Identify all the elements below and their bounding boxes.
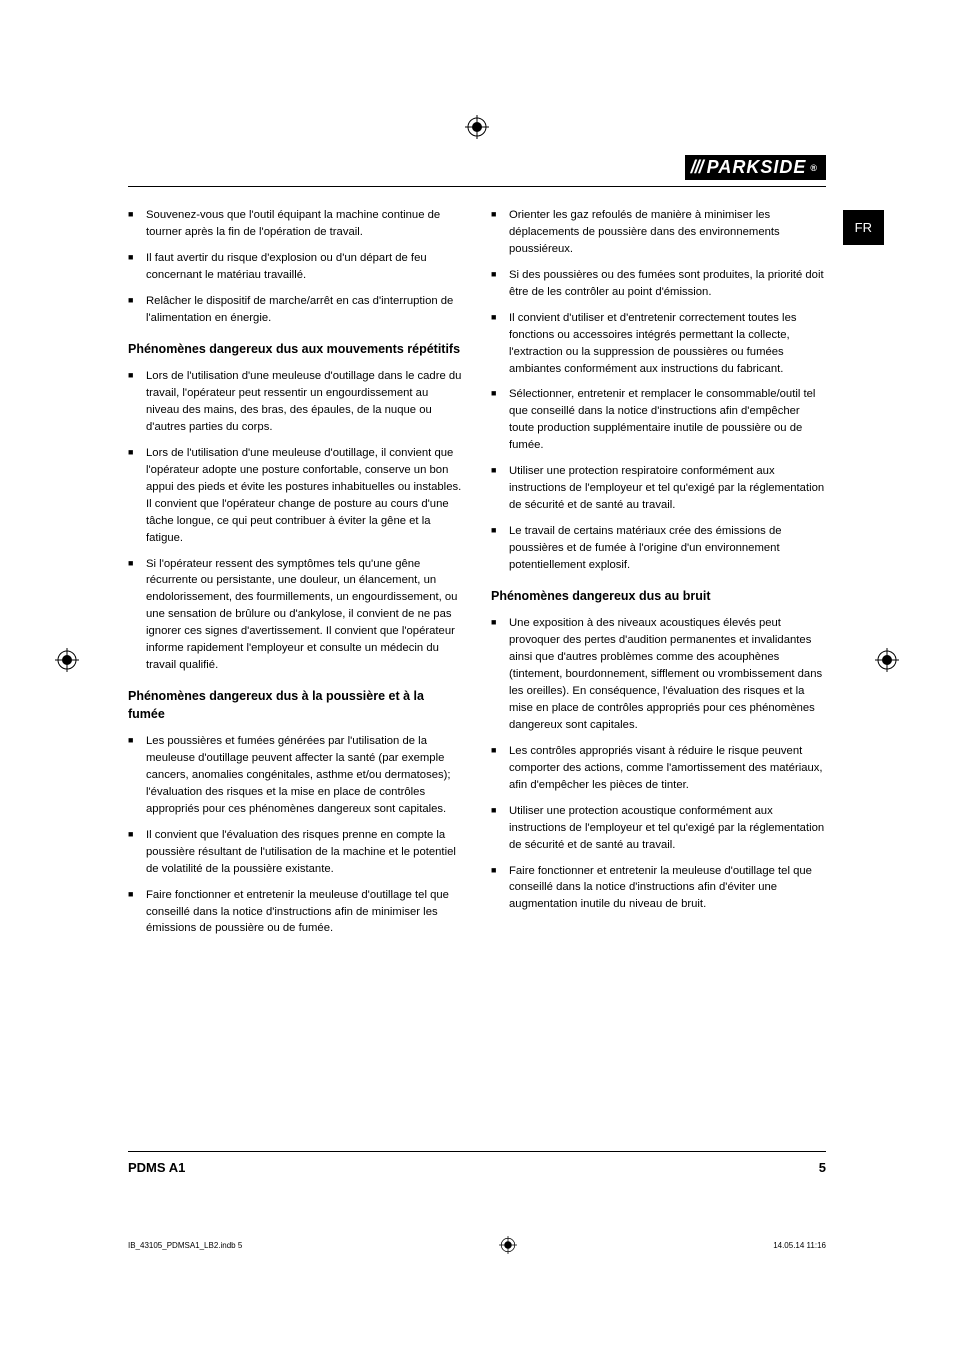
page-content: FR /// PARKSIDE® Souvenez-vous que l'out…	[128, 155, 826, 1175]
text-columns: Souvenez-vous que l'outil équipant la ma…	[128, 207, 826, 951]
heading-dust: Phénomènes dangereux dus à la poussière …	[128, 688, 463, 723]
brand-slashes: ///	[691, 157, 703, 178]
brand-logo: /// PARKSIDE®	[685, 155, 826, 180]
list-item: Il faut avertir du risque d'explosion ou…	[128, 250, 463, 284]
list-item: Faire fonctionner et entretenir la meule…	[128, 887, 463, 938]
right-column: Orienter les gaz refoulés de manière à m…	[491, 207, 826, 951]
list-item: Les poussières et fumées générées par l'…	[128, 733, 463, 818]
list-item: Le travail de certains matériaux crée de…	[491, 523, 826, 574]
list-item: Les contrôles appropriés visant à réduir…	[491, 743, 826, 794]
brand-reg: ®	[810, 163, 818, 173]
list-item: Il convient d'utiliser et d'entretenir c…	[491, 310, 826, 378]
registration-mark-right	[875, 648, 899, 677]
list-item: Lors de l'utilisation d'une meuleuse d'o…	[128, 445, 463, 547]
list-item: Utiliser une protection respiratoire con…	[491, 463, 826, 514]
heading-repetitive: Phénomènes dangereux dus aux mouvements …	[128, 341, 463, 359]
list-repetitive: Lors de l'utilisation d'une meuleuse d'o…	[128, 368, 463, 674]
list-item: Souvenez-vous que l'outil équipant la ma…	[128, 207, 463, 241]
registration-mark-left	[55, 648, 79, 677]
registration-mark-top	[465, 115, 489, 144]
list-item: Si l'opérateur ressent des symptômes tel…	[128, 556, 463, 675]
print-metadata: IB_43105_PDMSA1_LB2.indb 5 14.05.14 11:1…	[128, 1236, 826, 1254]
print-file: IB_43105_PDMSA1_LB2.indb 5	[128, 1241, 242, 1250]
list-item: Si des poussières ou des fumées sont pro…	[491, 267, 826, 301]
list-item: Utiliser une protection acoustique confo…	[491, 803, 826, 854]
left-column: Souvenez-vous que l'outil équipant la ma…	[128, 207, 463, 951]
print-date: 14.05.14 11:16	[773, 1241, 826, 1250]
list-item: Lors de l'utilisation d'une meuleuse d'o…	[128, 368, 463, 436]
intro-list-right: Orienter les gaz refoulés de manière à m…	[491, 207, 826, 574]
page-footer: PDMS A1 5	[128, 1151, 826, 1175]
list-noise: Une exposition à des niveaux acoustiques…	[491, 615, 826, 913]
list-item: Relâcher le dispositif de marche/arrêt e…	[128, 293, 463, 327]
language-tab: FR	[843, 210, 884, 245]
heading-noise: Phénomènes dangereux dus au bruit	[491, 588, 826, 606]
list-item: Il convient que l'évaluation des risques…	[128, 827, 463, 878]
intro-list-left: Souvenez-vous que l'outil équipant la ma…	[128, 207, 463, 327]
list-item: Orienter les gaz refoulés de manière à m…	[491, 207, 826, 258]
brand-bar: /// PARKSIDE®	[128, 155, 826, 187]
model-label: PDMS A1	[128, 1160, 185, 1175]
list-item: Une exposition à des niveaux acoustiques…	[491, 615, 826, 734]
list-item: Sélectionner, entretenir et remplacer le…	[491, 386, 826, 454]
brand-name: PARKSIDE	[707, 157, 807, 178]
registration-mark-bottom	[499, 1236, 517, 1254]
list-dust: Les poussières et fumées générées par l'…	[128, 733, 463, 937]
list-item: Faire fonctionner et entretenir la meule…	[491, 863, 826, 914]
page-number: 5	[819, 1160, 826, 1175]
